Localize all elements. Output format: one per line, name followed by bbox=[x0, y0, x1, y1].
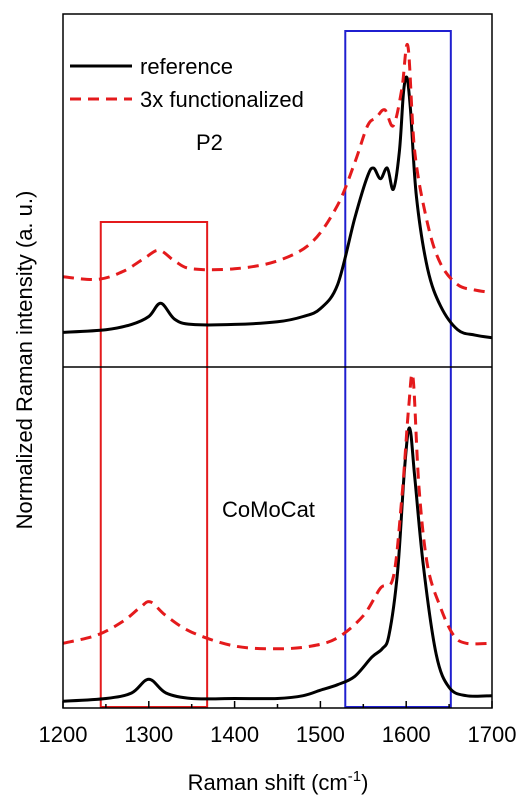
x-tick-label: 1300 bbox=[124, 722, 173, 747]
x-axis-title-superscript: -1 bbox=[348, 768, 361, 785]
x-ticks: 1200 1300 1400 1500 1600 1700 bbox=[39, 701, 517, 747]
highlight-box-d-band bbox=[99, 221, 209, 708]
y-axis-title: Normalized Raman intensity (a. u.) bbox=[12, 191, 37, 530]
legend-label-functionalized: 3x functionalized bbox=[140, 87, 304, 112]
series-comocat-reference bbox=[62, 426, 493, 703]
spectra-curves bbox=[62, 42, 493, 703]
series-comocat-functionalized bbox=[62, 372, 493, 651]
x-tick-label: 1400 bbox=[210, 722, 259, 747]
highlight-box-g-band bbox=[344, 30, 452, 708]
x-tick-label: 1200 bbox=[39, 722, 88, 747]
legend-label-reference: reference bbox=[140, 54, 233, 79]
x-axis-title-text: Raman shift (cm bbox=[188, 770, 348, 795]
x-axis-title-end: ) bbox=[361, 770, 368, 795]
x-tick-label: 1500 bbox=[296, 722, 345, 747]
x-axis-title: Raman shift (cm-1) bbox=[188, 768, 369, 795]
panel-label-p2: P2 bbox=[196, 130, 223, 155]
x-tick-label: 1700 bbox=[468, 722, 517, 747]
highlight-boxes bbox=[99, 30, 452, 708]
legend: reference 3x functionalized bbox=[70, 54, 304, 112]
series-p2-functionalized bbox=[62, 42, 493, 295]
series-p2-reference bbox=[62, 75, 493, 340]
panel-label-comocat: CoMoCat bbox=[222, 497, 315, 522]
x-tick-label: 1600 bbox=[382, 722, 431, 747]
